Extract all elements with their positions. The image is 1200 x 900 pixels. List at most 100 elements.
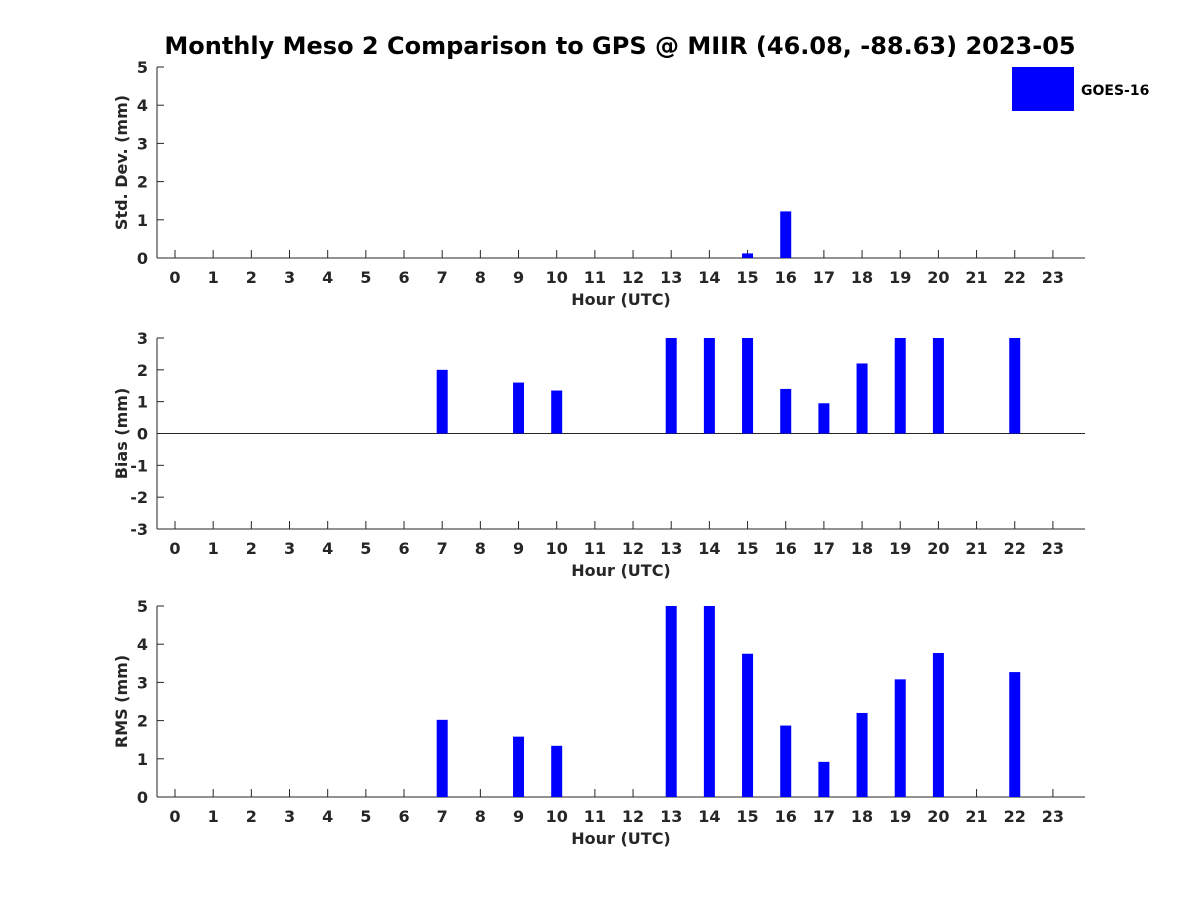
bias-bar-hour-14 (703, 338, 715, 434)
bias-x-tick-label: 18 (851, 539, 873, 558)
stddev-x-tick-label: 4 (322, 268, 333, 287)
bias-bar-hour-19 (894, 338, 906, 434)
stddev-x-tick-label: 7 (437, 268, 448, 287)
bias-x-tick-label: 11 (584, 539, 606, 558)
rms-bar-hour-17 (818, 761, 830, 797)
legend-label: GOES-16 (1081, 83, 1149, 99)
bias-bar-hour-22 (1009, 338, 1021, 434)
stddev-x-tick-label: 13 (660, 268, 682, 287)
rms-x-tick-label: 17 (813, 807, 835, 826)
bias-x-axis-label: Hour (UTC) (571, 561, 671, 580)
bias-x-tick-label: 4 (322, 539, 333, 558)
bias-y-tick-label: -3 (130, 520, 148, 539)
rms-bar-hour-14 (703, 606, 715, 797)
rms-x-tick-label: 4 (322, 807, 333, 826)
bias-bar-hour-16 (780, 388, 792, 434)
stddev-y-tick-label: 5 (137, 58, 148, 77)
bias-x-tick-label: 5 (360, 539, 371, 558)
stddev-x-tick-label: 20 (927, 268, 949, 287)
rms-x-tick-label: 12 (622, 807, 644, 826)
rms-bar-hour-7 (436, 719, 448, 797)
bias-x-tick-label: 2 (246, 539, 257, 558)
stddev-y-axis-label: Std. Dev. (mm) (112, 95, 131, 230)
stddev-x-tick-label: 22 (1004, 268, 1026, 287)
stddev-y-tick-label: 2 (137, 173, 148, 192)
bias-y-tick-label: 2 (137, 361, 148, 380)
bias-x-tick-label: 7 (437, 539, 448, 558)
stddev-x-tick-label: 8 (475, 268, 486, 287)
bias-y-tick-label: 0 (137, 425, 148, 444)
rms-x-tick-label: 2 (246, 807, 257, 826)
bias-x-tick-label: 22 (1004, 539, 1026, 558)
stddev-x-tick-label: 21 (965, 268, 987, 287)
rms-bar-hour-18 (856, 712, 868, 797)
bias-x-tick-label: 19 (889, 539, 911, 558)
stddev-x-tick-label: 1 (208, 268, 219, 287)
rms-x-tick-label: 19 (889, 807, 911, 826)
stddev-x-tick-label: 19 (889, 268, 911, 287)
legend: GOES-16 (1012, 67, 1149, 111)
rms-x-tick-label: 6 (398, 807, 409, 826)
stddev-x-axis-label: Hour (UTC) (571, 290, 671, 309)
bias-x-tick-label: 17 (813, 539, 835, 558)
bias-y-tick-label: 3 (137, 329, 148, 348)
bias-x-tick-label: 12 (622, 539, 644, 558)
rms-x-tick-label: 22 (1004, 807, 1026, 826)
rms-y-tick-label: 0 (137, 788, 148, 807)
bias-x-tick-label: 3 (284, 539, 295, 558)
stddev-x-tick-label: 0 (169, 268, 180, 287)
stddev-bar-hour-16 (780, 211, 792, 258)
bias-x-tick-label: 14 (698, 539, 720, 558)
legend-swatch (1012, 67, 1074, 111)
rms-x-tick-label: 15 (736, 807, 758, 826)
rms-x-tick-label: 8 (475, 807, 486, 826)
rms-x-axis-label: Hour (UTC) (571, 829, 671, 848)
rms-bar-hour-15 (742, 653, 754, 797)
rms-bar-hour-16 (780, 725, 792, 797)
stddev-x-tick-label: 16 (775, 268, 797, 287)
bias-x-tick-label: 6 (398, 539, 409, 558)
bias-bar-hour-7 (436, 369, 448, 434)
stddev-x-tick-label: 9 (513, 268, 524, 287)
stddev-x-tick-label: 3 (284, 268, 295, 287)
rms-y-axis-label: RMS (mm) (112, 655, 131, 748)
stddev-bar-hour-15 (742, 253, 754, 258)
stddev-x-tick-label: 17 (813, 268, 835, 287)
bias-x-tick-label: 21 (965, 539, 987, 558)
rms-x-tick-label: 18 (851, 807, 873, 826)
bias-x-tick-label: 9 (513, 539, 524, 558)
rms-bar-hour-13 (665, 606, 677, 797)
stddev-y-tick-label: 4 (137, 96, 148, 115)
rms-x-tick-label: 0 (169, 807, 180, 826)
rms-x-tick-label: 16 (775, 807, 797, 826)
rms-bar-hour-9 (513, 736, 525, 797)
bias-x-tick-label: 1 (208, 539, 219, 558)
bias-x-tick-label: 10 (546, 539, 568, 558)
bias-x-tick-label: 16 (775, 539, 797, 558)
bias-bar-hour-15 (742, 338, 754, 434)
bias-x-tick-label: 0 (169, 539, 180, 558)
bias-bar-hour-18 (856, 363, 868, 434)
rms-y-tick-label: 5 (137, 597, 148, 616)
rms-x-tick-label: 13 (660, 807, 682, 826)
stddev-x-tick-label: 11 (584, 268, 606, 287)
bias-x-tick-label: 23 (1042, 539, 1064, 558)
rms-x-tick-label: 11 (584, 807, 606, 826)
stddev-x-tick-label: 15 (736, 268, 758, 287)
stddev-x-tick-label: 10 (546, 268, 568, 287)
rms-x-tick-label: 14 (698, 807, 720, 826)
bias-y-tick-label: -1 (130, 456, 148, 475)
bias-x-tick-label: 20 (927, 539, 949, 558)
rms-y-tick-label: 4 (137, 635, 148, 654)
chart-title: Monthly Meso 2 Comparison to GPS @ MIIR … (164, 32, 1075, 60)
rms-bar-hour-10 (551, 745, 563, 797)
rms-x-tick-label: 5 (360, 807, 371, 826)
bias-y-tick-label: 1 (137, 393, 148, 412)
stddev-x-tick-label: 23 (1042, 268, 1064, 287)
rms-bar-hour-20 (932, 652, 944, 797)
stddev-y-tick-label: 1 (137, 211, 148, 230)
rms-x-tick-label: 3 (284, 807, 295, 826)
